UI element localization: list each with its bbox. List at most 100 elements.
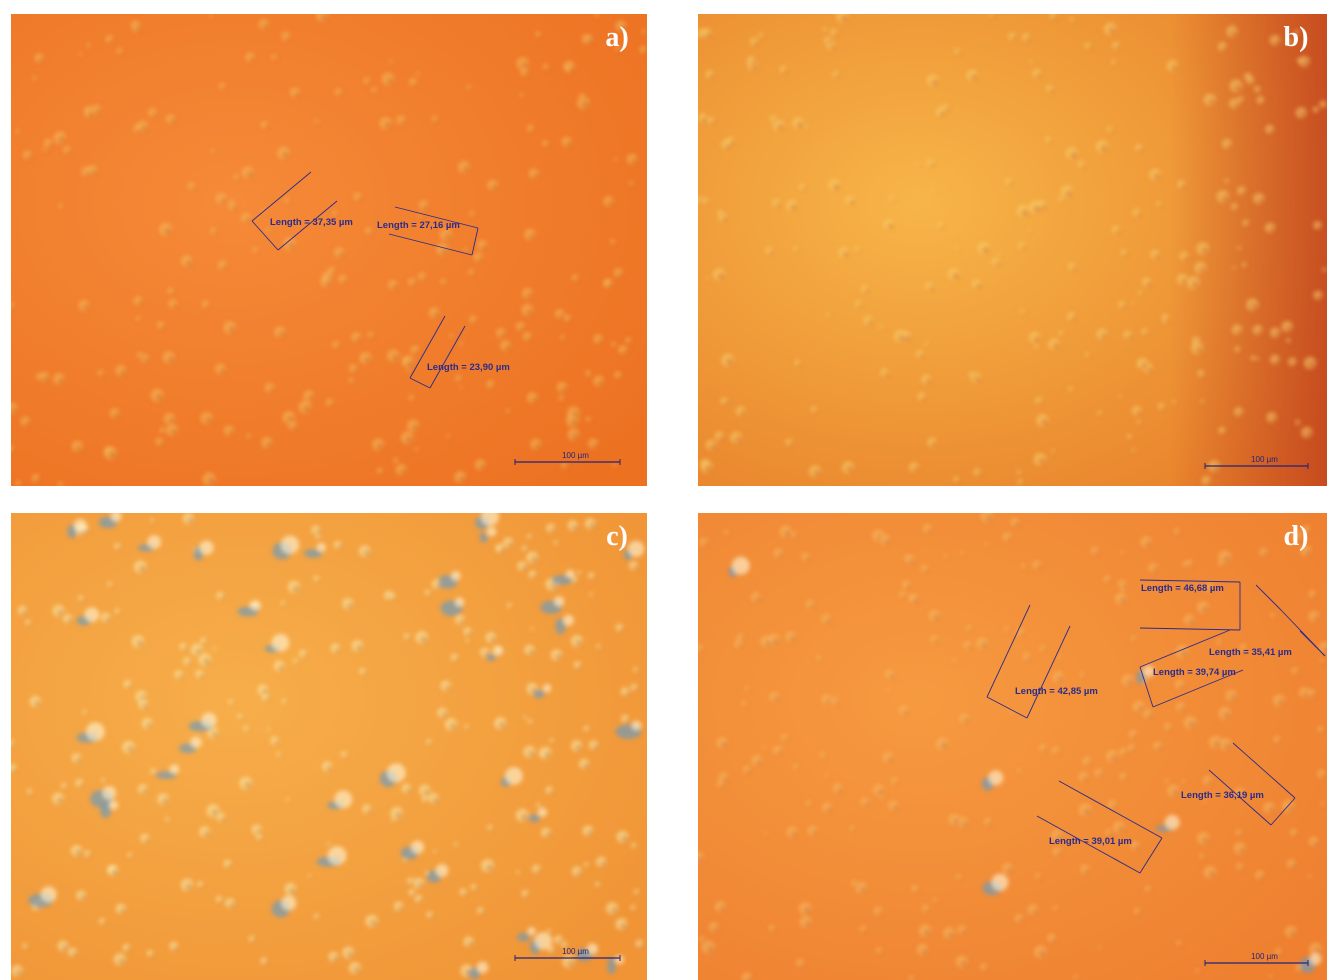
crystal-shadow [1039, 400, 1043, 404]
crystal-shadow [1175, 403, 1177, 405]
crystal-shadow [941, 225, 944, 228]
crystal-shadow [587, 865, 590, 868]
crystal-shadow [608, 200, 614, 206]
crystal-shadow [1183, 255, 1188, 260]
crystal-shadow [1056, 851, 1061, 856]
crystal-shadow [864, 289, 868, 293]
crystal-shadow [1208, 98, 1215, 105]
crystal-shadow [867, 320, 873, 326]
crystal [414, 448, 417, 451]
crystal [706, 277, 709, 280]
crystal-shadow [1037, 348, 1039, 350]
crystal-shadow [884, 539, 890, 545]
crystal [465, 639, 468, 642]
bright-domain [477, 961, 489, 973]
crystal-shadow [887, 757, 893, 763]
crystal [916, 161, 919, 164]
crystal-shadow [337, 544, 342, 549]
crystal-shadow [526, 719, 528, 721]
crystal-shadow [1269, 227, 1275, 233]
bright-domain [534, 932, 552, 950]
crystal-shadow [76, 445, 83, 452]
crystal-shadow [1240, 866, 1244, 870]
crystal-shadow [791, 831, 797, 837]
measurement: Length = 35,41 µm [1209, 647, 1292, 658]
crystal-shadow [828, 776, 830, 778]
crystal-shadow [833, 32, 837, 36]
crystal-shadow [1235, 269, 1237, 271]
crystal-shadow [790, 635, 796, 641]
crystal-shadow [558, 939, 563, 944]
crystal-shadow [722, 217, 727, 222]
bright-domain [411, 840, 424, 853]
crystal-shadow [418, 882, 425, 889]
crystal-shadow [120, 51, 123, 54]
crystal-shadow [699, 648, 703, 652]
crystal-shadow [136, 640, 144, 648]
crystal-shadow [508, 411, 510, 413]
crystal-shadow [934, 191, 936, 193]
crystal-shadow [1119, 597, 1126, 604]
crystal-shadow [567, 960, 575, 968]
crystal-shadow [1021, 209, 1029, 217]
crystal-shadow [796, 249, 799, 252]
crystal-shadow [1259, 360, 1261, 362]
crystal-shadow [392, 354, 399, 361]
crystal-shadow [1203, 402, 1205, 404]
crystal-shadow [879, 951, 883, 955]
crystal-shadow [1107, 579, 1111, 583]
crystal-shadow [1043, 747, 1047, 751]
crystal-shadow [777, 124, 784, 131]
crystal-shadow [1167, 782, 1170, 785]
crystal-shadow [200, 884, 203, 887]
crystal-shadow [987, 545, 989, 547]
crystal [463, 247, 466, 250]
measurement: Length = 39,01 µm [1049, 836, 1132, 847]
crystal-shadow [499, 722, 506, 729]
crystal-shadow [263, 23, 269, 29]
bright-domain [272, 634, 290, 652]
crystal-shadow [931, 79, 938, 86]
crystal-shadow [249, 56, 255, 62]
crystal-shadow [992, 15, 995, 18]
crystal-shadow [556, 543, 558, 545]
measurement: Length = 37,35 µm [270, 217, 353, 228]
crystal-shadow [172, 303, 177, 308]
crystal-shadow [893, 199, 896, 202]
crystal-shadow [203, 831, 209, 837]
crystal [391, 819, 394, 822]
crystal-shadow [1061, 200, 1064, 203]
crystal-shadow [507, 541, 513, 547]
crystal-shadow [1123, 776, 1127, 780]
crystal-shadow [1233, 102, 1239, 108]
crystal-shadow [582, 101, 590, 109]
crystal-shadow [1292, 361, 1297, 366]
crystal-shadow [396, 461, 399, 464]
crystal-shadow [407, 637, 410, 640]
bright-domain [505, 767, 523, 785]
crystal-shadow [1260, 100, 1265, 105]
crystal-shadow [91, 169, 97, 175]
crystal-shadow [19, 132, 21, 134]
crystal-shadow [355, 336, 361, 342]
crystal-shadow [449, 436, 451, 438]
crystal-shadow [1100, 413, 1103, 416]
bright-domain [1165, 815, 1180, 830]
crystal-shadow [64, 786, 67, 789]
crystal-shadow [526, 309, 533, 316]
crystal-shadow [429, 742, 432, 745]
crystal-shadow [544, 755, 547, 758]
crystal-shadow [958, 249, 960, 251]
crystal-shadow [1039, 950, 1047, 958]
bright-domain [455, 597, 465, 607]
crystal-shadow [1268, 806, 1275, 813]
measurement: Length = 27,16 µm [377, 220, 460, 231]
crystal-shadow [75, 849, 82, 856]
figure: a)Length = 37,35 µmLength = 27,16 µmLeng… [0, 0, 1327, 980]
crystal-shadow [168, 820, 170, 822]
crystal-shadow [755, 596, 761, 602]
crystal-shadow [1086, 761, 1091, 766]
crystal-shadow [1274, 359, 1280, 365]
crystal-shadow [1222, 430, 1226, 434]
crystal-shadow [1311, 693, 1316, 698]
